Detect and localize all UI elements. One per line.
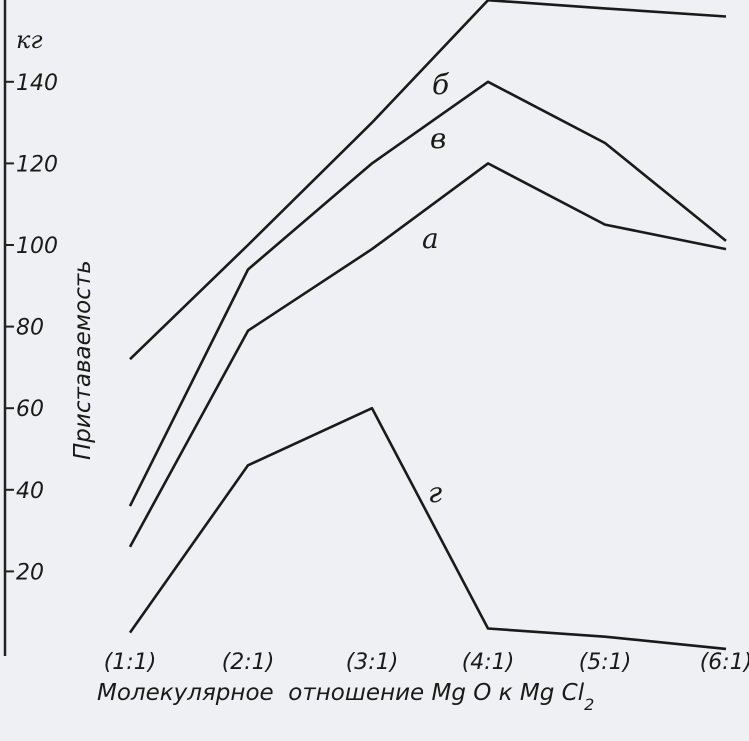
y-axis-title: Приставаемость	[70, 260, 96, 460]
x-ticks: (1:1) (2:1) (3:1) (4:1) (5:1) (6:1)	[104, 650, 749, 675]
x-tick-label: (5:1)	[579, 650, 632, 675]
x-tick-label: (1:1)	[104, 650, 157, 675]
series-labels: бв а г	[422, 68, 450, 509]
series-line-3	[128, 162, 727, 548]
y-ticks: 20 40 60 80 100 120 140	[5, 71, 58, 585]
x-tick-label: (2:1)	[222, 650, 275, 675]
series-label-1: б	[432, 68, 450, 101]
series-line-2	[128, 80, 727, 507]
y-tick-label: 140	[16, 71, 58, 96]
y-tick-label: 100	[16, 234, 58, 259]
x-axis-title-mgo: Mg O	[432, 680, 492, 706]
y-tick-label: 20	[16, 560, 44, 585]
x-axis-title-part1: Молекулярное отношение	[97, 680, 432, 706]
series-line-4	[128, 406, 727, 651]
y-tick-label: 40	[16, 479, 44, 504]
series-label-2: в	[430, 122, 446, 155]
y-unit-label: кг	[16, 26, 42, 54]
x-axis-title-to: к	[491, 680, 520, 706]
series-line-1	[129, 0, 727, 361]
x-axis-title-subscript: 2	[584, 695, 594, 714]
y-tick-label: 80	[16, 316, 44, 341]
x-tick-label: (6:1)	[700, 650, 749, 675]
x-tick-label: (3:1)	[346, 650, 399, 675]
series-label-4: г	[428, 476, 442, 509]
series-lines	[128, 0, 727, 651]
x-axis-title: Молекулярное отношение Mg O к Mg Cl2	[97, 680, 594, 714]
x-axis-title-mgcl: Mg Cl	[520, 680, 585, 706]
series-label-3: а	[422, 222, 439, 255]
y-tick-label: 120	[16, 152, 58, 177]
x-tick-label: (4:1)	[462, 650, 515, 675]
y-tick-label: 60	[16, 397, 44, 422]
